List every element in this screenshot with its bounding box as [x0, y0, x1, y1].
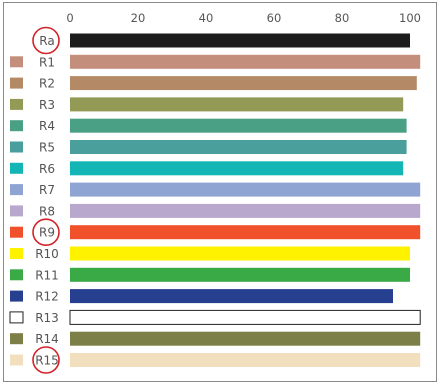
legend-swatch [10, 77, 23, 89]
bar [70, 267, 410, 282]
highlight-circle [32, 218, 60, 246]
category-label: R15 [35, 354, 59, 368]
bar [70, 353, 421, 367]
bar-row: R9 [10, 218, 421, 246]
category-label: R3 [39, 98, 55, 112]
category-label: R13 [35, 311, 59, 325]
category-label: R9 [39, 226, 55, 240]
bar-row: R14 [10, 331, 421, 346]
bar [70, 97, 404, 112]
bar [70, 246, 410, 261]
bar-row: Ra [32, 26, 410, 55]
bar [70, 182, 421, 197]
legend-swatch [10, 98, 23, 110]
bar [70, 161, 404, 176]
legend-swatch [10, 56, 23, 68]
category-label: R6 [39, 162, 55, 176]
bar [70, 225, 421, 240]
bar-row: R7 [10, 182, 421, 197]
legend-swatch [10, 354, 23, 366]
category-label: R10 [35, 247, 59, 261]
category-label: R14 [35, 332, 59, 346]
bar-row: R4 [10, 118, 407, 133]
bar-row: R11 [10, 267, 410, 282]
bar [70, 203, 421, 218]
category-label: R4 [39, 119, 55, 133]
highlight-circle [32, 346, 60, 374]
bar-row: R10 [10, 246, 410, 261]
bar-row: R2 [10, 76, 417, 91]
bar-row: R5 [10, 140, 407, 155]
bar [70, 33, 410, 48]
legend-swatch [10, 205, 23, 217]
bar-row: R12 [10, 289, 393, 304]
x-tick-label: 60 [267, 11, 282, 25]
bar-rows: Ra R1 R2 R3 R4 R5 R6 R7 R8 R9 R10 R11 R12 R13 R14 R15 [9, 26, 421, 374]
x-tick-label: 0 [66, 11, 73, 25]
bar [70, 331, 421, 346]
bar-row: R15 [10, 346, 421, 374]
legend-swatch [9, 311, 24, 324]
bar-row: R6 [10, 161, 404, 176]
legend-swatch [10, 248, 23, 259]
category-label: R1 [39, 55, 55, 69]
x-axis-tick-labels: 0 20 40 60 80 100 [66, 11, 421, 25]
x-tick-label: 40 [199, 11, 214, 25]
legend-swatch [10, 141, 23, 153]
bar [70, 118, 407, 133]
category-label: Ra [39, 34, 54, 48]
legend-swatch [10, 184, 23, 196]
legend-swatch [10, 120, 23, 132]
legend-swatch [10, 269, 23, 281]
bar-row: R8 [10, 203, 421, 218]
bar [70, 54, 421, 69]
bar-row: R13 [9, 309, 421, 325]
bar [70, 76, 417, 91]
category-label: R12 [35, 290, 59, 304]
category-label: R5 [39, 141, 55, 155]
bar-row: R1 [10, 54, 421, 69]
bar [69, 309, 421, 325]
legend-swatch [10, 162, 23, 174]
bar-row: R3 [10, 97, 404, 112]
bar [70, 140, 407, 154]
category-label: R11 [35, 268, 59, 282]
x-tick-label: 80 [335, 11, 350, 25]
highlight-circle [32, 26, 60, 55]
x-tick-label: 100 [399, 11, 421, 25]
category-label: R2 [39, 77, 55, 91]
legend-swatch [10, 226, 23, 238]
legend-swatch [10, 290, 23, 302]
category-label: R7 [39, 183, 55, 197]
legend-swatch [10, 333, 23, 345]
bar [70, 289, 393, 304]
category-label: R8 [39, 204, 55, 218]
chart-frame [3, 2, 437, 382]
x-tick-label: 20 [131, 11, 146, 25]
